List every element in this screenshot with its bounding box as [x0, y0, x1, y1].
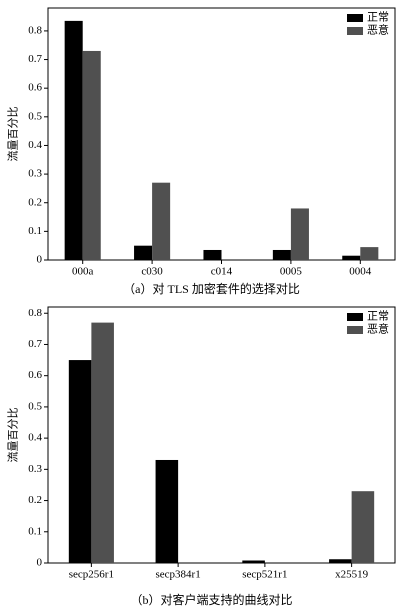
legend-swatch: [347, 14, 363, 22]
x-tick-label: secp384r1: [156, 569, 201, 581]
x-tick-label: 0005: [280, 266, 303, 278]
bar: [134, 245, 153, 260]
legend-label: 正常: [367, 11, 389, 24]
bar: [203, 249, 222, 260]
x-tick-label: 0004: [349, 266, 372, 278]
bar: [68, 360, 92, 563]
bar: [152, 182, 171, 260]
bar: [342, 255, 361, 260]
y-tick-label: 0.8: [28, 307, 42, 319]
bar: [290, 208, 309, 260]
caption: （b）对客户端支持的曲线对比: [130, 592, 292, 607]
y-axis-label: 流量百分比: [6, 408, 20, 463]
bar: [329, 559, 352, 563]
bar: [360, 247, 379, 260]
y-tick-label: 0.2: [28, 494, 42, 506]
x-tick-label: secp521r1: [242, 569, 287, 581]
legend-label: 正常: [367, 310, 389, 323]
y-axis-label: 流量百分比: [6, 107, 20, 162]
y-tick-label: 0.8: [28, 24, 42, 36]
y-tick-label: 0.7: [28, 53, 42, 65]
caption: （a）对 TLS 加密套件的选择对比: [123, 281, 300, 296]
bar: [82, 50, 101, 260]
legend-swatch: [347, 27, 363, 35]
y-tick-label: 0.6: [28, 369, 42, 381]
bar: [64, 20, 83, 260]
x-tick-label: secp256r1: [69, 569, 114, 581]
y-tick-label: 0.3: [28, 463, 42, 475]
y-tick-label: 0.7: [28, 338, 42, 350]
x-tick-label: c014: [211, 266, 233, 278]
x-tick-label: c030: [141, 266, 163, 278]
legend-swatch: [347, 326, 363, 334]
bar: [242, 560, 265, 563]
y-tick-label: 0: [37, 557, 43, 569]
x-tick-label: x25519: [335, 569, 369, 581]
bar: [351, 491, 375, 563]
y-tick-label: 0.6: [28, 82, 42, 94]
y-tick-label: 0.2: [28, 196, 42, 208]
bar: [155, 459, 179, 563]
y-tick-label: 0.4: [28, 139, 42, 151]
legend-swatch: [347, 313, 363, 321]
y-tick-label: 0.4: [28, 432, 42, 444]
y-tick-label: 0.1: [28, 525, 42, 537]
x-tick-label: 000a: [72, 266, 94, 278]
y-tick-label: 0.3: [28, 168, 42, 180]
plot-frame: [47, 306, 396, 564]
bar: [91, 322, 114, 563]
legend-label: 恶意: [367, 322, 389, 336]
y-tick-label: 0.5: [28, 110, 42, 122]
y-tick-label: 0: [37, 254, 43, 266]
legend-label: 恶意: [367, 23, 389, 37]
y-tick-label: 0.5: [28, 400, 42, 412]
y-tick-label: 0.1: [28, 225, 42, 237]
bar: [272, 249, 291, 260]
